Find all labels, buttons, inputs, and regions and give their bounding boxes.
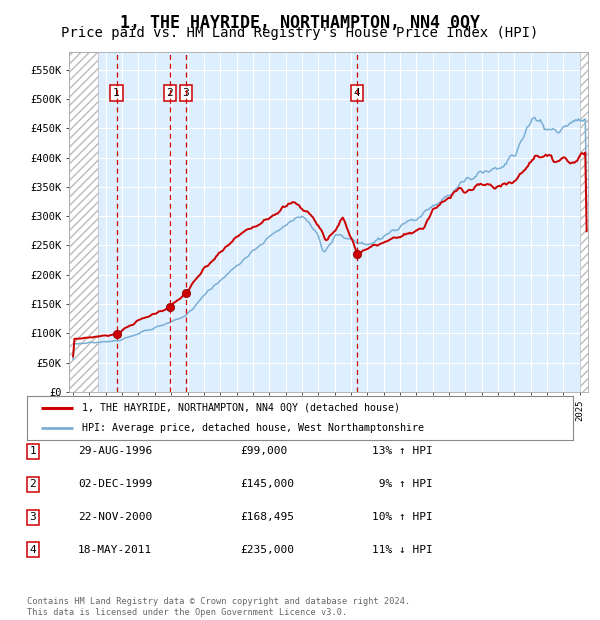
Text: 29-AUG-1996: 29-AUG-1996 (78, 446, 152, 456)
Text: 02-DEC-1999: 02-DEC-1999 (78, 479, 152, 489)
Text: 22-NOV-2000: 22-NOV-2000 (78, 512, 152, 522)
Text: 4: 4 (354, 88, 361, 98)
Text: 2: 2 (166, 88, 173, 98)
Text: 2: 2 (29, 479, 37, 489)
Text: 10% ↑ HPI: 10% ↑ HPI (372, 512, 433, 522)
Text: HPI: Average price, detached house, West Northamptonshire: HPI: Average price, detached house, West… (82, 423, 424, 433)
Text: 9% ↑ HPI: 9% ↑ HPI (372, 479, 433, 489)
Text: £168,495: £168,495 (240, 512, 294, 522)
Text: £235,000: £235,000 (240, 545, 294, 555)
Text: 1: 1 (29, 446, 37, 456)
Text: £99,000: £99,000 (240, 446, 287, 456)
Text: Price paid vs. HM Land Registry's House Price Index (HPI): Price paid vs. HM Land Registry's House … (61, 26, 539, 40)
Text: 3: 3 (182, 88, 189, 98)
Text: 18-MAY-2011: 18-MAY-2011 (78, 545, 152, 555)
Text: 13% ↑ HPI: 13% ↑ HPI (372, 446, 433, 456)
Bar (580, 52, 588, 392)
Text: 4: 4 (29, 545, 37, 555)
Text: 3: 3 (29, 512, 37, 522)
Text: 11% ↓ HPI: 11% ↓ HPI (372, 545, 433, 555)
Bar (69, 52, 98, 392)
Text: 1, THE HAYRIDE, NORTHAMPTON, NN4 0QY (detached house): 1, THE HAYRIDE, NORTHAMPTON, NN4 0QY (de… (82, 402, 400, 413)
Text: Contains HM Land Registry data © Crown copyright and database right 2024.
This d: Contains HM Land Registry data © Crown c… (27, 598, 410, 617)
Text: 1: 1 (113, 88, 120, 98)
Text: 1, THE HAYRIDE, NORTHAMPTON, NN4 0QY: 1, THE HAYRIDE, NORTHAMPTON, NN4 0QY (120, 14, 480, 32)
Text: £145,000: £145,000 (240, 479, 294, 489)
